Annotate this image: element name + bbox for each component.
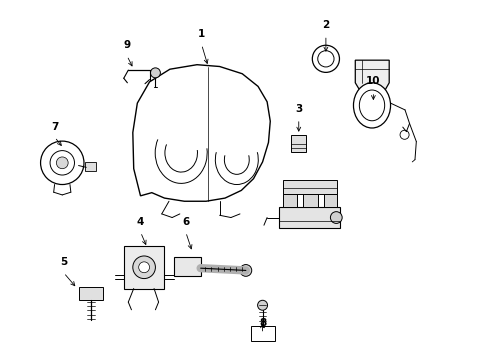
Bar: [173, 257, 200, 276]
Text: 1: 1: [198, 29, 205, 39]
Circle shape: [41, 141, 84, 185]
Text: 3: 3: [295, 104, 302, 113]
Text: 10: 10: [366, 76, 380, 86]
Ellipse shape: [359, 90, 384, 121]
Text: 5: 5: [60, 257, 67, 267]
Circle shape: [399, 130, 408, 139]
Bar: [303, 194, 317, 207]
Polygon shape: [133, 65, 270, 201]
Circle shape: [56, 157, 68, 169]
Text: 9: 9: [123, 40, 130, 50]
Circle shape: [330, 212, 342, 224]
Text: 2: 2: [322, 20, 329, 30]
Polygon shape: [355, 60, 388, 96]
Text: 7: 7: [51, 122, 58, 132]
Text: 6: 6: [182, 217, 189, 226]
Text: 8: 8: [259, 318, 265, 328]
Circle shape: [257, 300, 267, 310]
Text: 4: 4: [137, 217, 144, 226]
Circle shape: [50, 150, 74, 175]
Bar: [323, 194, 337, 207]
Bar: [123, 246, 164, 288]
Bar: [283, 194, 297, 207]
Bar: [290, 135, 305, 152]
Bar: [85, 162, 96, 171]
Circle shape: [317, 51, 333, 67]
Bar: [79, 287, 103, 300]
Circle shape: [139, 262, 149, 273]
Circle shape: [312, 45, 339, 72]
Circle shape: [133, 256, 155, 279]
Circle shape: [240, 265, 251, 276]
Circle shape: [150, 68, 160, 78]
Bar: [279, 207, 340, 228]
Ellipse shape: [353, 83, 390, 128]
Bar: [251, 326, 274, 341]
Bar: [283, 180, 337, 194]
